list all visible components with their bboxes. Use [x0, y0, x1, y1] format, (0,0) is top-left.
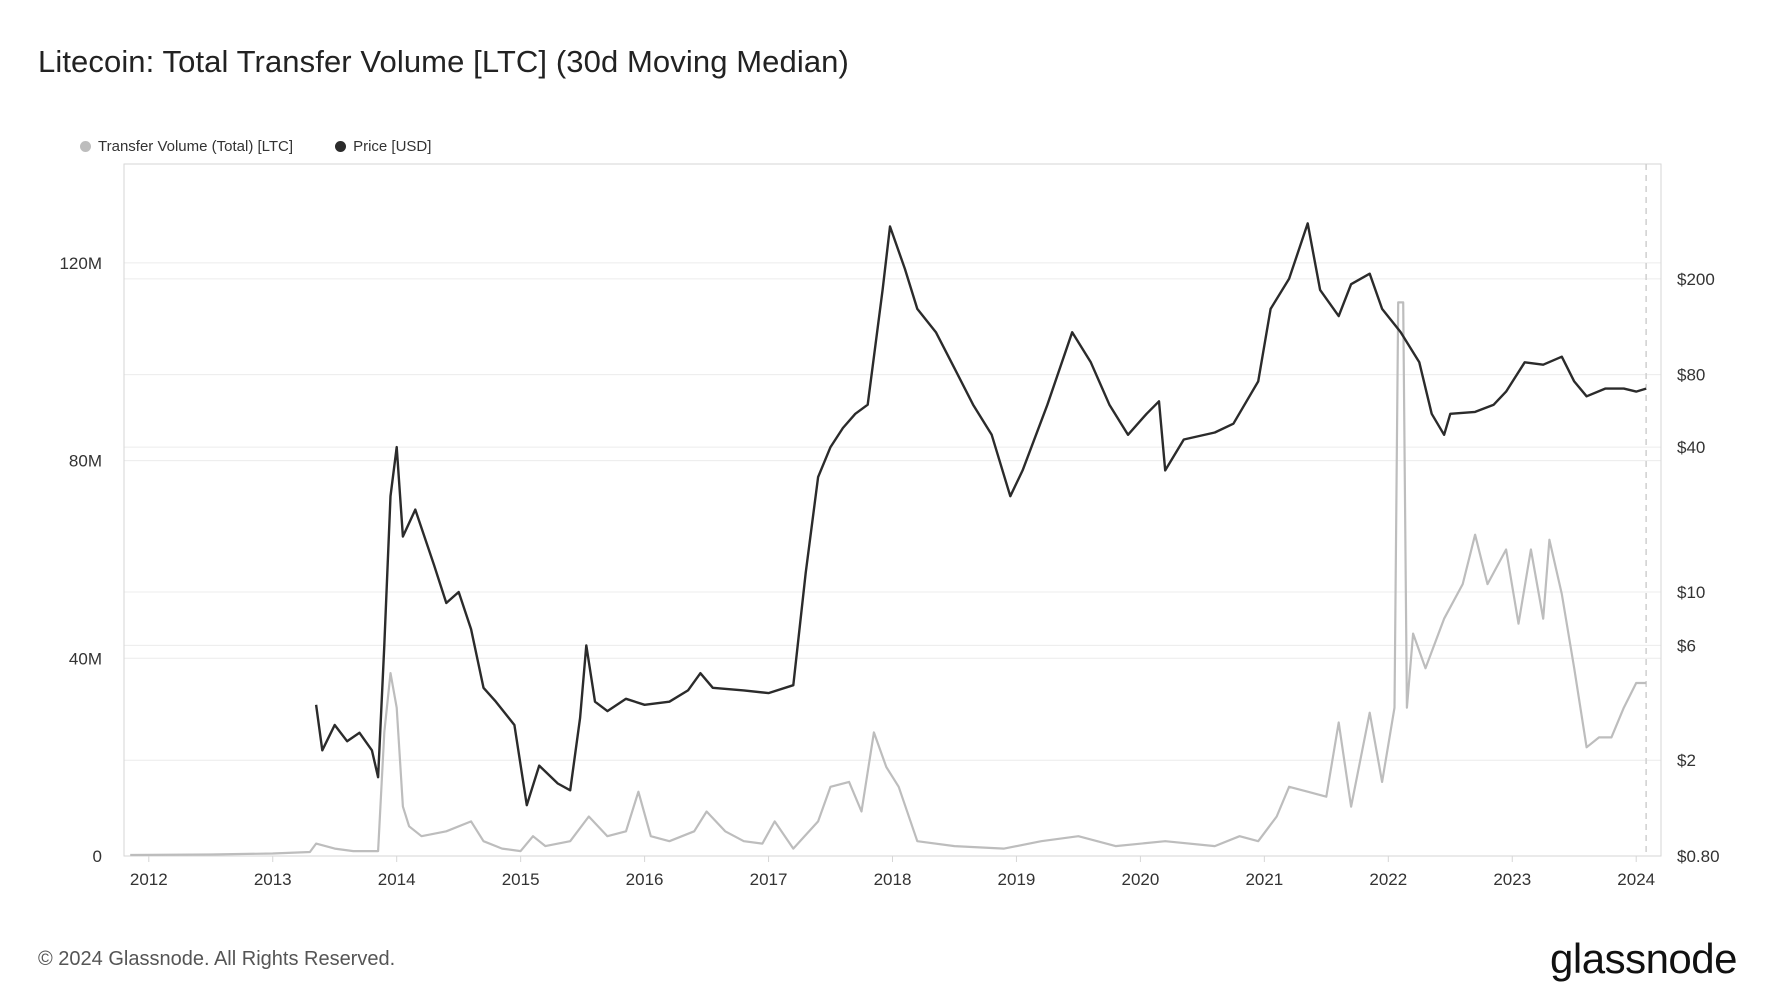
copyright-footer: © 2024 Glassnode. All Rights Reserved.	[38, 948, 396, 970]
y-axis-left-ticks: 0 40M 80M 120M	[59, 254, 102, 866]
y-left-tick-label-2: 80M	[69, 452, 102, 471]
y-right-tick-label-1: $2	[1677, 751, 1696, 770]
series-line-transfer-volume	[130, 301, 1647, 857]
y-right-tick-label-4: $40	[1677, 438, 1705, 457]
x-tick-label-2024: 2024	[1617, 870, 1655, 889]
series-line-price	[314, 222, 1647, 807]
y-left-tick-label-1: 40M	[69, 649, 102, 668]
x-tick-label-2015: 2015	[502, 870, 540, 889]
y-right-tick-label-0: $0.80	[1677, 847, 1720, 866]
x-tick-label-2021: 2021	[1245, 870, 1283, 889]
x-axis-ticks: 2012 2013 2014 2015 2016 2017 2018 2019 2020 2021…	[130, 856, 1655, 889]
chart-title: Litecoin: Total Transfer Volume [LTC] (3…	[38, 44, 849, 79]
y-left-tick-label-0: 0	[93, 847, 102, 866]
legend-dot-volume-icon	[80, 141, 91, 152]
x-tick-label-2016: 2016	[626, 870, 664, 889]
brand-logo[interactable]: glassnode	[1550, 935, 1737, 982]
y-left-tick-label-3: 120M	[59, 254, 102, 273]
x-tick-label-2013: 2013	[254, 870, 292, 889]
x-tick-label-2019: 2019	[998, 870, 1036, 889]
legend-dot-price-icon	[335, 141, 347, 152]
x-tick-label-2014: 2014	[378, 870, 416, 889]
legend-item-price[interactable]: Price [USD]	[335, 138, 431, 155]
legend-item-volume[interactable]: Transfer Volume (Total) [LTC]	[80, 138, 293, 155]
y-right-tick-label-6: $200	[1677, 270, 1715, 289]
y-right-tick-label-2: $6	[1677, 636, 1696, 655]
y-right-tick-label-5: $80	[1677, 366, 1705, 385]
legend-label-volume: Transfer Volume (Total) [LTC]	[98, 138, 294, 155]
grid-lines	[124, 262, 1661, 857]
y-right-tick-label-3: $10	[1677, 583, 1705, 602]
legend-label-price: Price [USD]	[353, 138, 432, 155]
y-axis-right-ticks: $0.80 $2 $6 $10 $40 $80 $200	[1677, 270, 1720, 866]
plot-frame	[123, 163, 1662, 857]
x-tick-label-2020: 2020	[1121, 870, 1159, 889]
x-tick-label-2023: 2023	[1493, 870, 1531, 889]
x-tick-label-2012: 2012	[130, 870, 168, 889]
x-tick-label-2018: 2018	[874, 870, 912, 889]
x-tick-label-2017: 2017	[750, 870, 788, 889]
legend: Transfer Volume (Total) [LTC] Price [USD…	[80, 138, 431, 155]
x-tick-label-2022: 2022	[1369, 870, 1407, 889]
